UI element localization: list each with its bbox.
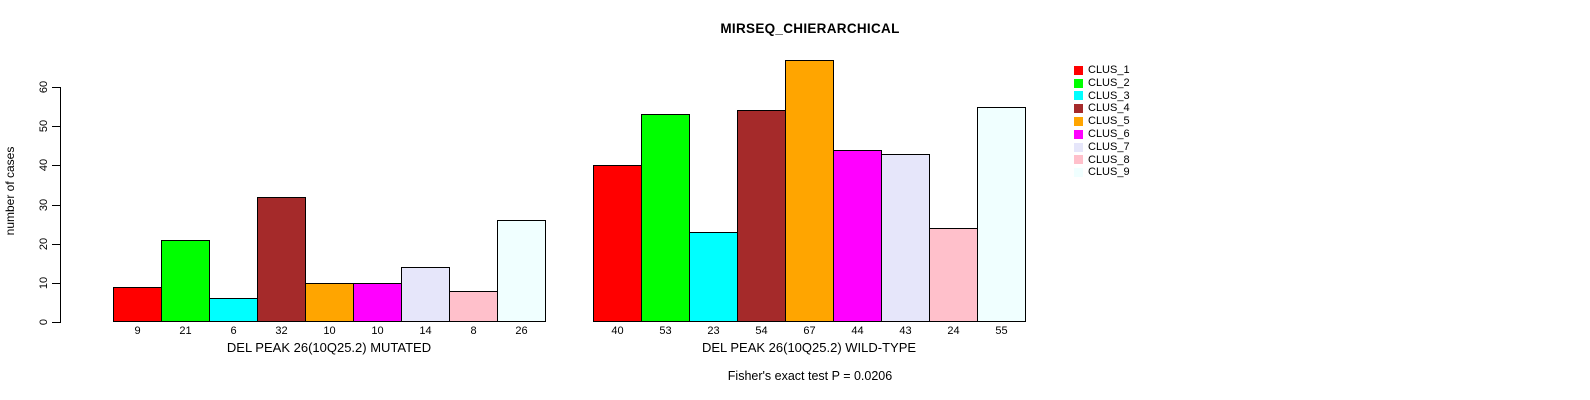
legend-swatch bbox=[1074, 117, 1083, 127]
legend-label: CLUS_6 bbox=[1088, 127, 1130, 140]
bar-clus_3 bbox=[689, 232, 738, 322]
x-axis-label-wildtype: DEL PEAK 26(10Q25.2) WILD-TYPE bbox=[701, 340, 917, 355]
legend-swatch bbox=[1074, 65, 1083, 75]
legend-entry: CLUS_5 bbox=[1074, 115, 1130, 128]
chart-title: MIRSEQ_CHIERARCHICAL bbox=[720, 21, 900, 36]
bar-value-label: 23 bbox=[707, 325, 720, 337]
bar-value-label: 53 bbox=[659, 325, 672, 337]
bar-clus_9 bbox=[977, 107, 1026, 322]
bar-value-label: 67 bbox=[803, 325, 816, 337]
y-tick bbox=[52, 282, 60, 284]
y-tick bbox=[52, 126, 60, 128]
y-tick-label: 0 bbox=[38, 318, 50, 326]
bar-value-label: 43 bbox=[899, 325, 912, 337]
y-axis-label: number of cases bbox=[3, 146, 17, 236]
bar-clus_2 bbox=[641, 114, 690, 322]
y-tick-label: 30 bbox=[38, 198, 50, 211]
bar-clus_6 bbox=[833, 150, 882, 322]
bar-value-label: 21 bbox=[179, 325, 192, 337]
y-tick-label: 10 bbox=[38, 276, 50, 289]
bar-clus_6 bbox=[353, 283, 402, 322]
legend-label: CLUS_3 bbox=[1088, 89, 1130, 102]
y-tick bbox=[52, 204, 60, 206]
y-tick bbox=[52, 322, 60, 323]
bar-clus_1 bbox=[593, 165, 642, 322]
legend-swatch bbox=[1074, 142, 1083, 152]
bar-clus_5 bbox=[305, 283, 354, 322]
bar-value-label: 24 bbox=[947, 325, 960, 337]
y-tick-label: 20 bbox=[38, 237, 50, 250]
legend-entry: CLUS_9 bbox=[1074, 166, 1130, 179]
legend: CLUS_1 CLUS_2 CLUS_3 CLUS_4 CLUS_5 CLUS_6 CLUS… bbox=[1074, 64, 1130, 179]
bar-clus_5 bbox=[785, 60, 834, 322]
legend-label: CLUS_4 bbox=[1088, 102, 1130, 115]
legend-swatch bbox=[1074, 129, 1083, 139]
bar-value-label: 44 bbox=[851, 325, 864, 337]
bar-value-label: 32 bbox=[275, 325, 288, 337]
bar-clus_4 bbox=[737, 110, 786, 322]
bar-value-label: 14 bbox=[419, 325, 432, 337]
legend-entry: CLUS_3 bbox=[1074, 90, 1130, 103]
y-axis-spine bbox=[60, 87, 61, 323]
legend-entry: CLUS_8 bbox=[1074, 154, 1130, 167]
x-axis-label-mutated: DEL PEAK 26(10Q25.2) MUTATED bbox=[226, 340, 432, 355]
bar-clus_4 bbox=[257, 197, 306, 322]
bar-clus_2 bbox=[161, 240, 210, 322]
bar-clus_7 bbox=[401, 267, 450, 322]
fisher-test-annotation: Fisher's exact test P = 0.0206 bbox=[727, 369, 893, 383]
legend-entry: CLUS_2 bbox=[1074, 77, 1130, 90]
bar-value-label: 9 bbox=[134, 325, 141, 337]
bar-value-label: 40 bbox=[611, 325, 624, 337]
bar-value-label: 10 bbox=[323, 325, 336, 337]
legend-entry: CLUS_4 bbox=[1074, 102, 1130, 115]
legend-swatch bbox=[1074, 168, 1083, 178]
legend-label: CLUS_7 bbox=[1088, 140, 1130, 153]
legend-label: CLUS_2 bbox=[1088, 76, 1130, 89]
bar-value-label: 8 bbox=[470, 325, 477, 337]
legend-label: CLUS_9 bbox=[1088, 166, 1130, 179]
bar-clus_8 bbox=[449, 291, 498, 322]
bar-value-label: 26 bbox=[515, 325, 528, 337]
y-tick-label: 60 bbox=[38, 80, 50, 94]
legend-label: CLUS_5 bbox=[1088, 115, 1130, 128]
bar-value-label: 6 bbox=[230, 325, 237, 337]
bar-clus_1 bbox=[113, 287, 162, 322]
y-tick bbox=[52, 165, 60, 167]
legend-swatch bbox=[1074, 155, 1083, 165]
bar-value-label: 10 bbox=[371, 325, 384, 337]
legend-label: CLUS_8 bbox=[1088, 153, 1130, 166]
y-tick bbox=[52, 87, 60, 88]
bar-value-label: 54 bbox=[755, 325, 768, 337]
legend-label: CLUS_1 bbox=[1088, 64, 1130, 76]
y-tick-label: 40 bbox=[38, 159, 50, 172]
y-tick-label: 50 bbox=[38, 120, 50, 133]
bar-clus_9 bbox=[497, 220, 546, 322]
bar-value-label: 55 bbox=[995, 325, 1008, 337]
legend-entry: CLUS_7 bbox=[1074, 141, 1130, 154]
bar-clus_8 bbox=[929, 228, 978, 322]
bar-clus_7 bbox=[881, 154, 930, 322]
legend-entry: CLUS_6 bbox=[1074, 128, 1130, 141]
bar-clus_3 bbox=[209, 298, 258, 322]
legend-swatch bbox=[1074, 78, 1083, 88]
legend-swatch bbox=[1074, 104, 1083, 114]
legend-swatch bbox=[1074, 91, 1083, 101]
y-tick bbox=[52, 243, 60, 245]
legend-entry: CLUS_1 bbox=[1074, 64, 1130, 77]
